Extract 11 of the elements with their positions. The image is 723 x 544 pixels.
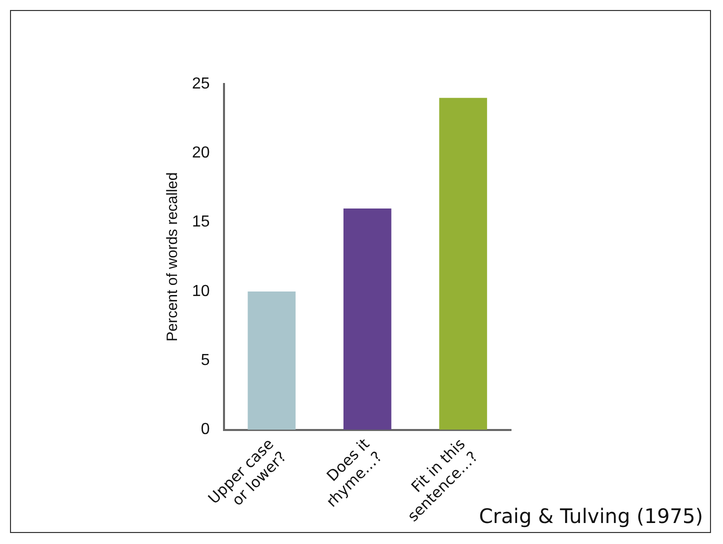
y-tick-label: 25 — [192, 75, 210, 92]
text: Craig & Tulving (1975) — [478, 504, 703, 528]
y-tick-label: 5 — [200, 352, 210, 370]
bar — [248, 291, 296, 430]
y-tick-label: 20 — [192, 144, 210, 162]
y-axis-title: Percent of words recalled — [164, 172, 182, 342]
bar — [343, 208, 392, 430]
bar — [439, 98, 488, 430]
y-tick-label: 0 — [200, 421, 210, 438]
y-tick-label: 10 — [192, 282, 210, 300]
y-tick-label: 15 — [192, 214, 210, 231]
